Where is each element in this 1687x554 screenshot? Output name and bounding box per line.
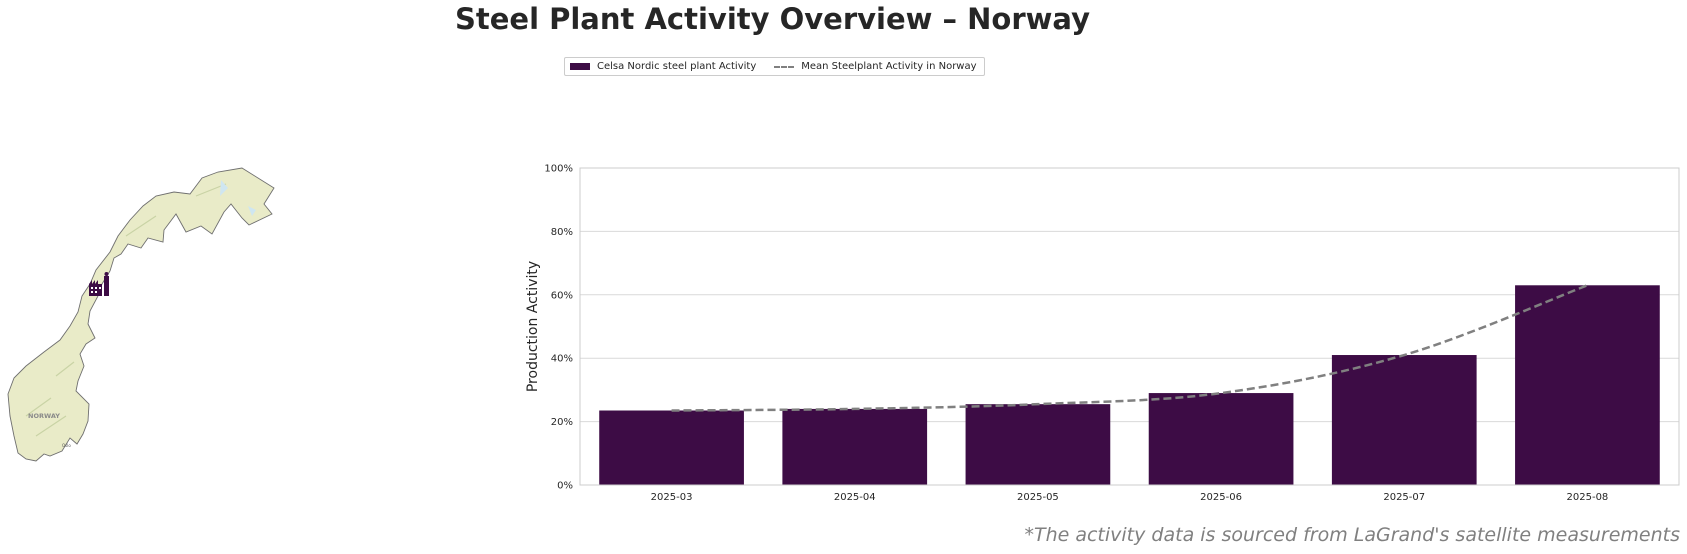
legend-line-swatch xyxy=(774,65,795,68)
legend-item-bar: Celsa Nordic steel plant Activity xyxy=(570,61,756,72)
legend: Celsa Nordic steel plant Activity Mean S… xyxy=(564,57,985,76)
bar xyxy=(599,410,744,485)
x-tick-label: 2025-03 xyxy=(651,492,693,503)
norway-outline xyxy=(7,167,275,462)
y-tick-label: 0% xyxy=(557,481,573,492)
x-tick-label: 2025-08 xyxy=(1567,492,1609,503)
legend-line-label: Mean Steelplant Activity in Norway xyxy=(801,61,977,72)
plot-frame xyxy=(579,167,1680,486)
y-axis-label: Production Activity xyxy=(525,261,541,392)
bar xyxy=(1515,285,1660,485)
grid-layer xyxy=(580,167,1679,486)
y-tick-label: 40% xyxy=(551,354,573,365)
line-layer xyxy=(671,284,1588,412)
x-tick-label: 2025-07 xyxy=(1383,492,1425,503)
bar xyxy=(1331,355,1477,485)
y-tick-label: 100% xyxy=(544,164,573,175)
y-tick-label: 20% xyxy=(551,417,573,428)
bar xyxy=(1148,393,1294,485)
x-tick-label: 2025-04 xyxy=(834,492,876,503)
map-relief xyxy=(25,183,227,437)
bar xyxy=(965,404,1111,485)
map-water xyxy=(220,180,256,216)
y-tick-label: 80% xyxy=(551,227,573,238)
map-country-label: NORWAY xyxy=(28,412,60,420)
legend-bar-swatch xyxy=(570,63,590,70)
legend-item-line: Mean Steelplant Activity in Norway xyxy=(774,61,977,72)
legend-bar-label: Celsa Nordic steel plant Activity xyxy=(597,61,757,72)
bar xyxy=(782,408,928,485)
chart-title: Steel Plant Activity Overview – Norway xyxy=(454,2,1091,36)
y-tick-label: 60% xyxy=(551,290,573,301)
mean-activity-line xyxy=(671,284,1588,412)
bars-layer xyxy=(599,285,1660,485)
x-tick-label: 2025-06 xyxy=(1200,492,1242,503)
norway-map: NORWAY Oslo xyxy=(7,167,275,462)
footnote: *The activity data is sourced from LaGra… xyxy=(1024,524,1680,546)
x-tick-label: 2025-05 xyxy=(1017,492,1059,503)
map-city-label: Oslo xyxy=(62,443,71,448)
factory-icon xyxy=(89,272,109,296)
axes-layer: 0% 20% 40% 60% 80% 100% 2025-03 2025-04 2025-05 2… xyxy=(525,164,1680,503)
